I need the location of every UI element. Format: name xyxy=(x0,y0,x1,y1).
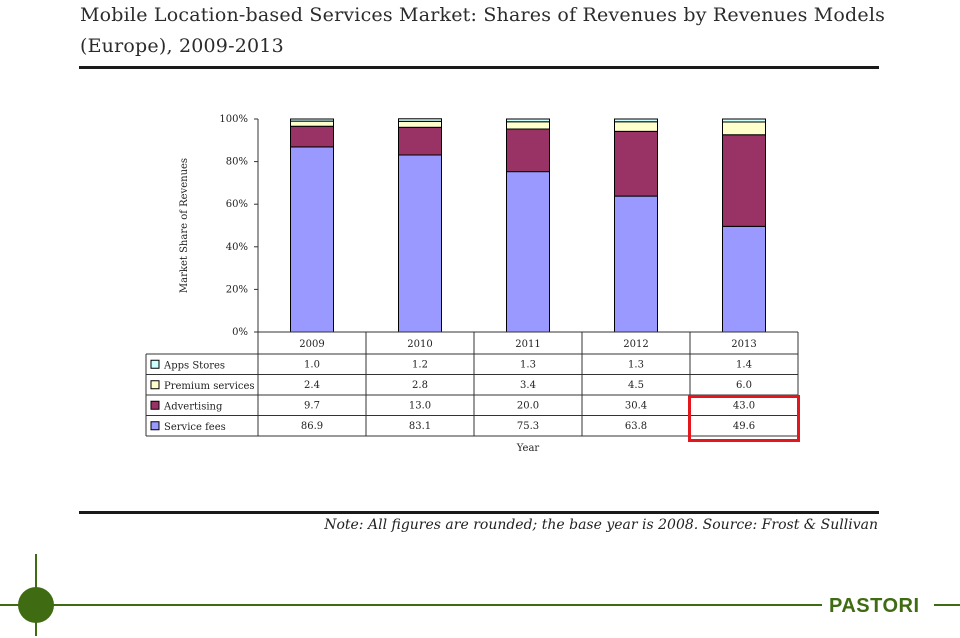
x-category-label: 2011 xyxy=(515,339,540,350)
table-value: 13.0 xyxy=(409,400,431,411)
legend-swatch xyxy=(150,400,160,410)
table-value: 43.0 xyxy=(733,400,755,411)
legend-label: Advertising xyxy=(163,401,223,412)
bar-segment xyxy=(506,171,550,333)
bar-segment xyxy=(614,121,658,132)
bar-segment xyxy=(506,121,550,130)
bar-segment xyxy=(290,118,334,122)
table-value: 2.8 xyxy=(412,380,428,391)
bar-segment xyxy=(290,120,334,127)
y-tick-label: 80% xyxy=(226,157,248,168)
table-value: 49.6 xyxy=(733,421,755,432)
bar-segment xyxy=(398,118,442,122)
highlight-box-2013 xyxy=(688,395,800,442)
bar-segment xyxy=(614,195,658,333)
x-axis-title: Year xyxy=(516,443,540,454)
table-value: 1.2 xyxy=(412,359,428,370)
legend-swatch xyxy=(150,380,160,390)
y-tick-label: 20% xyxy=(226,284,248,295)
bar-segment xyxy=(722,121,766,136)
title-divider xyxy=(79,66,879,69)
x-category-label: 2010 xyxy=(407,339,432,350)
y-axis-title: Market Share of Revenues xyxy=(179,158,190,293)
table-value: 83.1 xyxy=(409,421,431,432)
legend-swatch xyxy=(150,421,160,431)
legend-swatch xyxy=(150,359,160,369)
bar-segment xyxy=(398,126,442,156)
note-divider xyxy=(79,511,879,514)
bar-segment xyxy=(614,130,658,197)
bar-segment xyxy=(722,134,766,227)
table-value: 63.8 xyxy=(625,421,647,432)
legend-label: Premium services xyxy=(164,381,255,392)
source-note: Note: All figures are rounded; the base … xyxy=(324,517,878,533)
table-value: 6.0 xyxy=(736,380,752,391)
bar-segment xyxy=(506,118,550,123)
bar-segment xyxy=(398,154,442,333)
y-tick-label: 60% xyxy=(226,199,248,210)
y-tick-label: 0% xyxy=(232,327,248,338)
bar-segment xyxy=(614,118,658,123)
chart-title: Mobile Location-based Services Market: S… xyxy=(80,4,886,57)
table-value: 30.4 xyxy=(625,400,647,411)
bar-segment xyxy=(290,125,334,148)
bar-segment xyxy=(506,128,550,173)
x-category-label: 2009 xyxy=(299,339,324,350)
x-category-label: 2013 xyxy=(731,339,756,350)
brand-logo-text: PASTORI xyxy=(829,595,920,617)
bar-segment xyxy=(722,118,766,123)
table-value: 1.3 xyxy=(520,359,536,370)
bar-segment xyxy=(722,225,766,333)
bar-segment xyxy=(290,146,334,333)
table-value: 86.9 xyxy=(301,421,323,432)
y-tick-label: 40% xyxy=(226,242,248,253)
table-value: 2.4 xyxy=(304,380,320,391)
y-tick-label: 100% xyxy=(219,114,248,125)
table-value: 9.7 xyxy=(304,400,320,411)
table-value: 1.0 xyxy=(304,359,320,370)
table-value: 1.4 xyxy=(736,359,752,370)
table-value: 1.3 xyxy=(628,359,644,370)
x-category-label: 2012 xyxy=(623,339,648,350)
legend-label: Service fees xyxy=(164,422,226,433)
bar-segment xyxy=(398,120,442,128)
table-value: 3.4 xyxy=(520,380,536,391)
table-value: 4.5 xyxy=(628,380,644,391)
table-value: 20.0 xyxy=(517,400,539,411)
table-value: 75.3 xyxy=(517,421,539,432)
legend-label: Apps Stores xyxy=(163,360,225,371)
